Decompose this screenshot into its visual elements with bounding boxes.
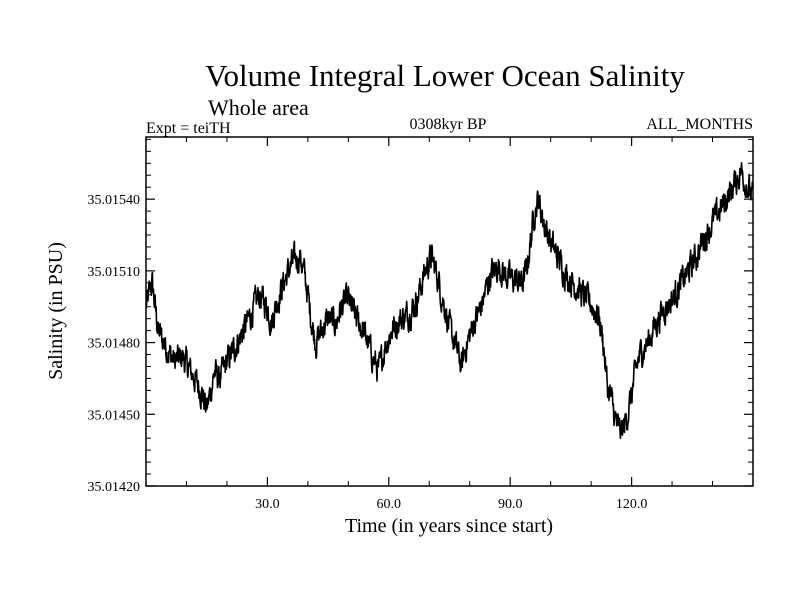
period-label: 0308kyr BP <box>410 116 487 133</box>
x-tick-label: 60.0 <box>377 497 402 512</box>
series-layer <box>145 161 754 440</box>
y-tick-label: 35.01540 <box>88 193 141 208</box>
x-tick-label: 120.0 <box>616 497 648 512</box>
chart-subtitle: Whole area <box>208 95 309 120</box>
chart-title: Volume Integral Lower Ocean Salinity <box>205 58 685 93</box>
months-label: ALL_MONTHS <box>646 116 753 133</box>
x-axis-label: Time (in years since start) <box>345 515 553 537</box>
salinity-series-line <box>145 161 754 440</box>
x-axis: 30.0 60.0 90.0 120.0 <box>185 137 714 512</box>
x-tick-label: 30.0 <box>255 497 280 512</box>
y-tick-label: 35.01510 <box>88 265 141 280</box>
y-tick-label: 35.01420 <box>88 480 141 495</box>
y-axis-label: Salinity (in PSU) <box>45 242 67 380</box>
y-tick-label: 35.01480 <box>88 337 141 352</box>
plot-frame <box>145 136 754 487</box>
y-tick-label: 35.01450 <box>88 408 141 423</box>
x-tick-label: 90.0 <box>498 497 523 512</box>
experiment-label: Expt = teiTH <box>146 120 231 137</box>
y-axis: 35.01420 35.01450 35.01480 35.01510 35.01540 <box>88 138 753 495</box>
